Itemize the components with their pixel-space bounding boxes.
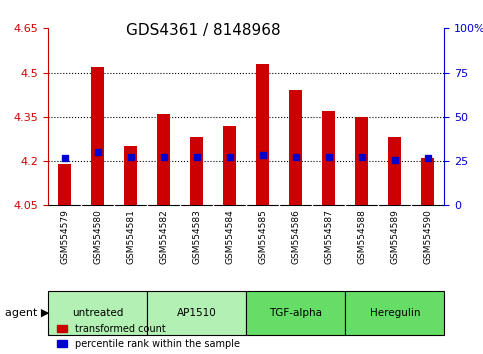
Text: GSM554589: GSM554589 — [390, 210, 399, 264]
Bar — [322, 111, 335, 205]
Bar — [223, 126, 237, 205]
Text: GSM554582: GSM554582 — [159, 210, 168, 264]
Text: GSM554579: GSM554579 — [60, 210, 69, 264]
Text: AP1510: AP1510 — [177, 308, 217, 318]
Bar — [91, 67, 104, 205]
Text: untreated: untreated — [72, 308, 124, 318]
Text: GSM554588: GSM554588 — [357, 210, 366, 264]
Bar — [355, 117, 369, 205]
Text: GSM554587: GSM554587 — [325, 210, 333, 264]
Bar — [190, 137, 203, 205]
Text: GSM554580: GSM554580 — [93, 210, 102, 264]
Text: Heregulin: Heregulin — [369, 308, 420, 318]
Bar — [256, 64, 270, 205]
Text: GSM554581: GSM554581 — [127, 210, 135, 264]
Legend: transformed count, percentile rank within the sample: transformed count, percentile rank withi… — [53, 320, 243, 353]
Bar — [58, 164, 71, 205]
Text: GDS4361 / 8148968: GDS4361 / 8148968 — [126, 23, 280, 38]
Text: GSM554590: GSM554590 — [424, 210, 432, 264]
Bar — [124, 146, 138, 205]
Bar — [388, 137, 401, 205]
Text: agent ▶: agent ▶ — [5, 308, 49, 318]
Bar — [421, 158, 435, 205]
Text: GSM554586: GSM554586 — [291, 210, 300, 264]
FancyBboxPatch shape — [345, 291, 444, 335]
Text: TGF-alpha: TGF-alpha — [270, 308, 322, 318]
FancyBboxPatch shape — [246, 291, 345, 335]
Bar — [289, 90, 302, 205]
FancyBboxPatch shape — [48, 291, 147, 335]
Bar — [157, 114, 170, 205]
Text: GSM554583: GSM554583 — [192, 210, 201, 264]
FancyBboxPatch shape — [147, 291, 246, 335]
Text: GSM554584: GSM554584 — [226, 210, 234, 264]
Text: GSM554585: GSM554585 — [258, 210, 267, 264]
